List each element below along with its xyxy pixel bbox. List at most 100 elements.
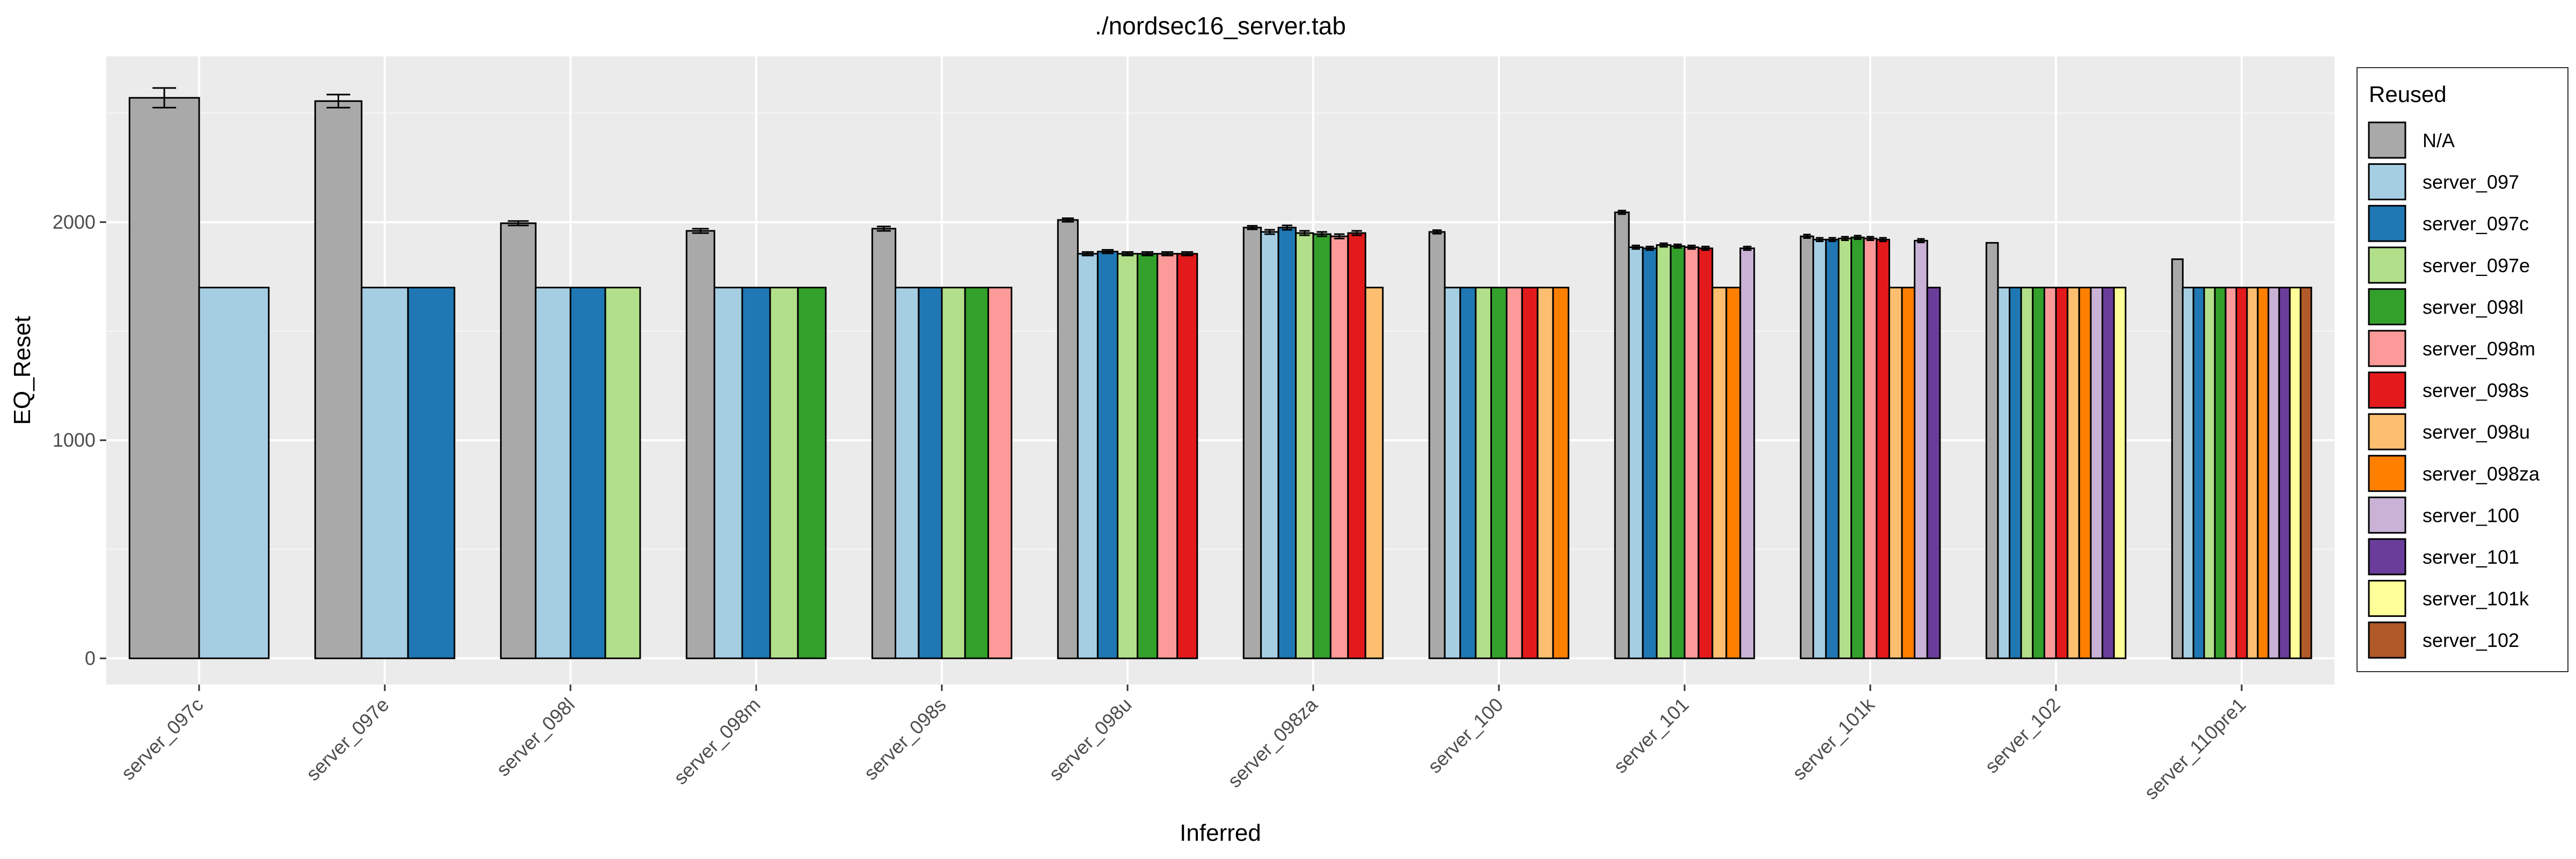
bar-server-098za-server-097c bbox=[1277, 227, 1297, 659]
bar-server-110pre1-server-098m bbox=[2224, 287, 2237, 659]
bar-server-101k-n-a bbox=[1799, 235, 1814, 659]
bar-server-098l-server-097 bbox=[535, 287, 572, 659]
bar-server-097c-n-a bbox=[128, 97, 200, 659]
y-tick-label: 1000 bbox=[53, 429, 96, 451]
bar-server-101k-server-098s bbox=[1876, 238, 1890, 659]
error-bar-server-101k-server-098l bbox=[1854, 235, 1862, 240]
bar-server-101-server-098l bbox=[1670, 245, 1686, 659]
error-bar-server-098m-n-a bbox=[692, 228, 709, 234]
bar-server-101-server-097 bbox=[1628, 246, 1644, 659]
bar-server-110pre1-server-098za bbox=[2257, 287, 2270, 659]
bar-server-110pre1-server-098u bbox=[2246, 287, 2259, 659]
bar-server-098l-server-097e bbox=[604, 287, 641, 659]
legend-key-server-097e bbox=[2368, 246, 2406, 284]
bar-server-102-server-100 bbox=[2090, 287, 2103, 659]
bar-server-110pre1-server-102 bbox=[2300, 287, 2312, 659]
bar-server-102-server-097 bbox=[1997, 287, 2010, 659]
bar-server-101-server-098za bbox=[1725, 287, 1741, 659]
legend-key-server-101k bbox=[2368, 580, 2406, 617]
bar-server-098za-n-a bbox=[1242, 227, 1262, 659]
y-axis-label: EQ_Reset bbox=[9, 316, 35, 425]
legend-key-server-098m bbox=[2368, 330, 2406, 367]
bar-server-097c-server-097 bbox=[198, 287, 270, 659]
error-bar-server-098u-server-097 bbox=[1081, 251, 1094, 257]
error-bar-server-101k-server-098s bbox=[1879, 237, 1887, 242]
bar-server-110pre1-server-097c bbox=[2192, 287, 2205, 659]
bar-server-102-server-097c bbox=[2009, 287, 2022, 659]
error-bar-server-098u-server-098m bbox=[1161, 251, 1174, 257]
error-bar-server-101k-n-a bbox=[1803, 234, 1811, 239]
legend-key-server-097 bbox=[2368, 163, 2406, 201]
bar-server-098s-server-097e bbox=[941, 287, 966, 659]
bar-server-098m-server-097e bbox=[769, 287, 799, 659]
legend-label-n-a: N/A bbox=[2423, 129, 2455, 151]
legend-key-server-101 bbox=[2368, 538, 2406, 576]
bar-server-102-server-098l bbox=[2032, 287, 2045, 659]
bar-server-098u-server-098m bbox=[1157, 253, 1179, 659]
bar-server-100-server-097c bbox=[1459, 287, 1477, 659]
error-bar-server-101-n-a bbox=[1618, 209, 1627, 215]
bar-server-101k-server-098za bbox=[1901, 287, 1916, 659]
bar-server-100-server-098s bbox=[1521, 287, 1539, 659]
legend: Reused N/A server_097 server_097c server_09… bbox=[2357, 67, 2568, 672]
legend-key-server-097c bbox=[2368, 205, 2406, 242]
y-tick-label: 0 bbox=[85, 647, 96, 669]
bar-server-101k-server-098l bbox=[1850, 236, 1865, 659]
legend-key-n-a bbox=[2368, 121, 2406, 159]
error-bar-server-101k-server-100 bbox=[1917, 238, 1925, 244]
bar-server-102-server-101 bbox=[2102, 287, 2115, 659]
error-bar-server-098za-server-097e bbox=[1299, 230, 1310, 236]
bar-server-101-server-100 bbox=[1739, 247, 1755, 659]
bar-server-100-server-098l bbox=[1490, 287, 1507, 659]
legend-key-server-098u bbox=[2368, 413, 2406, 450]
error-bar-server-101-server-097c bbox=[1645, 245, 1654, 251]
bar-server-098za-server-098m bbox=[1329, 235, 1349, 659]
error-bar-server-098u-server-098l bbox=[1141, 251, 1154, 257]
bar-server-098u-server-097c bbox=[1096, 251, 1119, 659]
legend-label-server-098s: server_098s bbox=[2423, 380, 2529, 402]
error-bar-server-101k-server-097c bbox=[1828, 237, 1836, 242]
bar-server-100-server-098m bbox=[1505, 287, 1523, 659]
bar-server-098u-server-098l bbox=[1137, 253, 1159, 659]
x-axis-label: Inferred bbox=[1180, 820, 1261, 846]
bar-server-102-server-098za bbox=[2078, 287, 2092, 659]
legend-label-server-097c: server_097c bbox=[2423, 213, 2529, 235]
bar-server-098u-n-a bbox=[1057, 219, 1079, 659]
bar-server-110pre1-server-098s bbox=[2235, 287, 2248, 659]
error-bar-server-098za-server-097c bbox=[1282, 224, 1293, 231]
bar-server-101k-server-098m bbox=[1863, 237, 1878, 659]
bar-server-110pre1-server-101 bbox=[2278, 287, 2291, 659]
bar-server-110pre1-server-097e bbox=[2203, 287, 2216, 659]
y-tick-label: 2000 bbox=[53, 211, 96, 233]
bar-server-098za-server-097e bbox=[1295, 232, 1314, 659]
bar-server-110pre1-server-100 bbox=[2267, 287, 2280, 659]
legend-title: Reused bbox=[2369, 82, 2447, 107]
bar-server-110pre1-n-a bbox=[2171, 258, 2184, 659]
legend-label-server-098u: server_098u bbox=[2423, 421, 2530, 443]
bar-server-101-server-098u bbox=[1711, 287, 1728, 659]
plot-panel bbox=[106, 56, 2334, 685]
bar-server-098za-server-098s bbox=[1347, 232, 1366, 659]
bar-server-100-server-098u bbox=[1536, 287, 1554, 659]
error-bar-server-101-server-098m bbox=[1687, 244, 1696, 250]
bar-server-100-server-097 bbox=[1444, 287, 1461, 659]
error-bar-server-098za-server-098s bbox=[1351, 230, 1362, 236]
error-bar-server-101k-server-097e bbox=[1841, 236, 1849, 241]
bar-server-098u-server-098s bbox=[1176, 253, 1198, 659]
error-bar-server-098u-n-a bbox=[1062, 217, 1074, 223]
bar-server-098s-server-097 bbox=[895, 287, 920, 659]
legend-key-server-098s bbox=[2368, 372, 2406, 409]
legend-key-server-098l bbox=[2368, 288, 2406, 325]
bar-server-098za-server-098u bbox=[1364, 287, 1384, 659]
bar-server-101-server-097e bbox=[1656, 244, 1672, 659]
bar-server-098za-server-097 bbox=[1260, 231, 1279, 659]
legend-label-server-097e: server_097e bbox=[2423, 254, 2530, 276]
bar-server-098za-server-098l bbox=[1312, 233, 1331, 659]
bar-server-100-server-097e bbox=[1475, 287, 1492, 659]
bar-server-102-n-a bbox=[1985, 242, 1999, 659]
bar-server-098m-server-097c bbox=[741, 287, 771, 659]
legend-label-server-102: server_102 bbox=[2423, 629, 2519, 651]
bar-server-097e-server-097c bbox=[407, 287, 456, 659]
error-bar-server-098za-n-a bbox=[1247, 225, 1258, 230]
